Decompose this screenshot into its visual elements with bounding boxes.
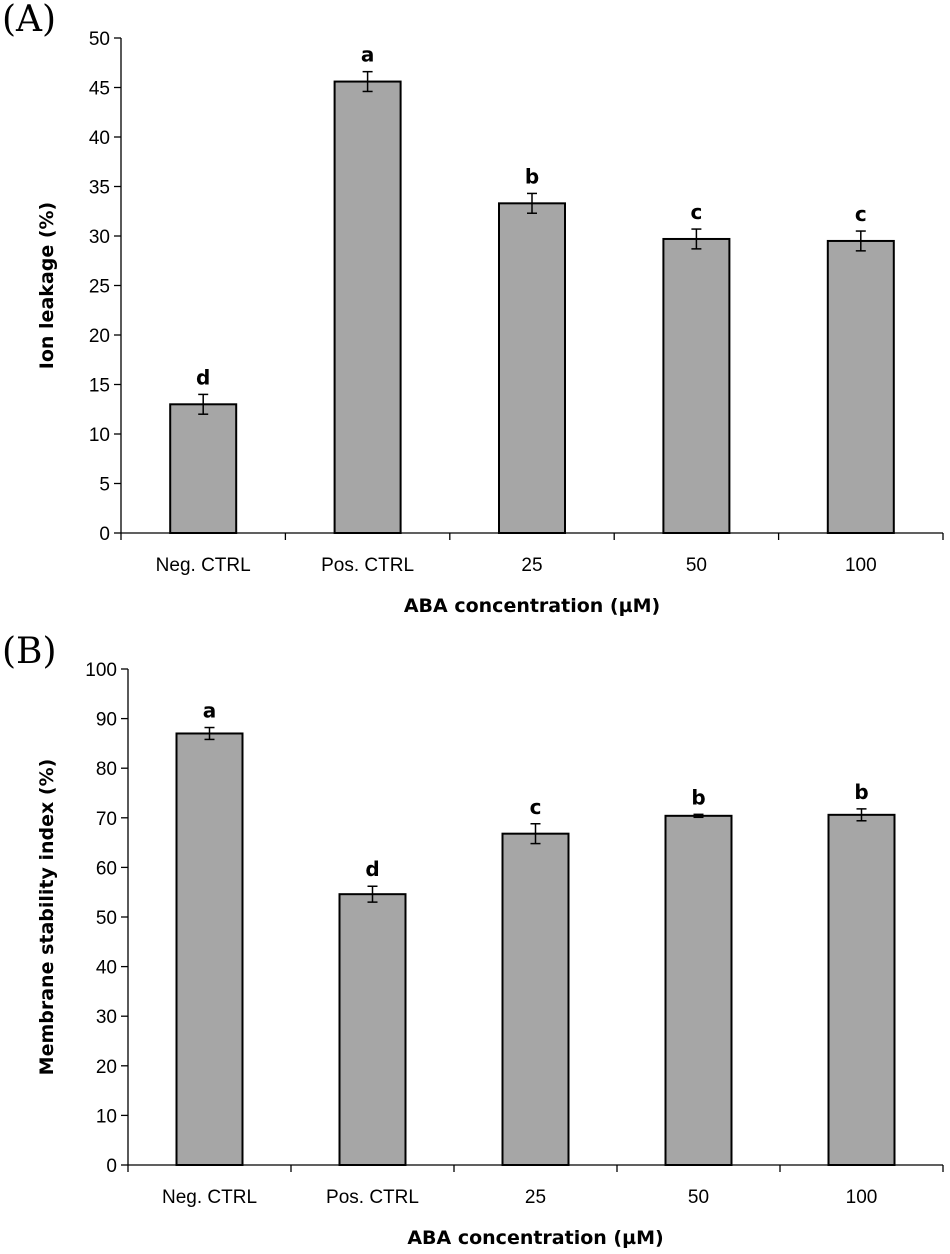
x-tick-label: 50: [688, 1187, 709, 1208]
y-tick-label: 30: [96, 1007, 117, 1028]
y-tick-label: 45: [89, 79, 110, 100]
significance-letter: c: [855, 202, 867, 226]
y-tick-label: 0: [99, 524, 110, 545]
x-tick-label: Neg. CTRL: [156, 555, 251, 576]
chart-ion-leakage: 0 5 10 15 20 25 30 35 40 45 50 d Neg. CTRL a Pos. CTRL…: [36, 29, 944, 617]
bar: [664, 814, 733, 1166]
chart-membrane-stability: 0 10 20 30 40 50 60 70 80 90 100 a Neg. CTRL d Pos. CT…: [36, 660, 944, 1249]
x-axis-title: ABA concentration (µM): [407, 1227, 663, 1249]
y-axis-title: Ion leakage (%): [36, 202, 58, 369]
x-tick-label: Pos. CTRL: [326, 1187, 419, 1208]
y-tick-label: 30: [89, 227, 110, 248]
bar: [827, 813, 896, 1166]
x-tick-label: 100: [846, 1187, 878, 1208]
panel-label-b: (B): [2, 631, 57, 672]
x-tick-label: 100: [845, 555, 877, 576]
significance-letter: b: [854, 780, 868, 804]
x-tick-label: 25: [525, 1187, 546, 1208]
significance-letter: a: [203, 699, 217, 723]
y-tick-label: 50: [96, 908, 117, 929]
x-tick-label: Pos. CTRL: [321, 555, 414, 576]
y-tick-label: 100: [85, 660, 117, 681]
x-tick-label: 50: [686, 555, 707, 576]
significance-letter: b: [691, 785, 705, 809]
y-tick-label: 15: [89, 376, 110, 397]
x-tick-label: 25: [521, 555, 542, 576]
bar: [338, 893, 407, 1166]
y-tick-label: 60: [96, 858, 117, 879]
significance-letter: d: [196, 365, 210, 389]
y-tick-label: 40: [96, 958, 117, 979]
y-tick-label: 20: [96, 1057, 117, 1078]
y-tick-label: 40: [89, 128, 110, 149]
y-tick-label: 70: [96, 809, 117, 830]
bar: [333, 80, 402, 534]
y-tick-label: 35: [89, 178, 110, 199]
y-tick-label: 80: [96, 759, 117, 780]
significance-letter: c: [690, 200, 702, 224]
significance-letter: a: [361, 43, 375, 67]
bar: [501, 832, 570, 1166]
y-tick-label: 10: [96, 1106, 117, 1127]
y-tick-label: 0: [106, 1156, 117, 1177]
y-tick-label: 50: [89, 29, 110, 50]
y-axis-title: Membrane stability index (%): [36, 759, 58, 1076]
bar: [169, 403, 238, 534]
significance-letter: c: [530, 795, 542, 819]
x-axis-title: ABA concentration (µM): [404, 595, 660, 617]
y-tick-label: 90: [96, 710, 117, 731]
y-tick-label: 5: [99, 475, 110, 496]
bar: [662, 237, 731, 534]
bar: [175, 732, 244, 1166]
y-tick-label: 10: [89, 425, 110, 446]
bar: [498, 202, 566, 535]
panel-label-a: (A): [2, 0, 57, 40]
bar: [826, 239, 895, 534]
significance-letter: b: [525, 164, 539, 188]
significance-letter: d: [365, 857, 379, 881]
y-tick-label: 25: [89, 277, 110, 298]
y-tick-label: 20: [89, 326, 110, 347]
x-tick-label: Neg. CTRL: [162, 1187, 257, 1208]
